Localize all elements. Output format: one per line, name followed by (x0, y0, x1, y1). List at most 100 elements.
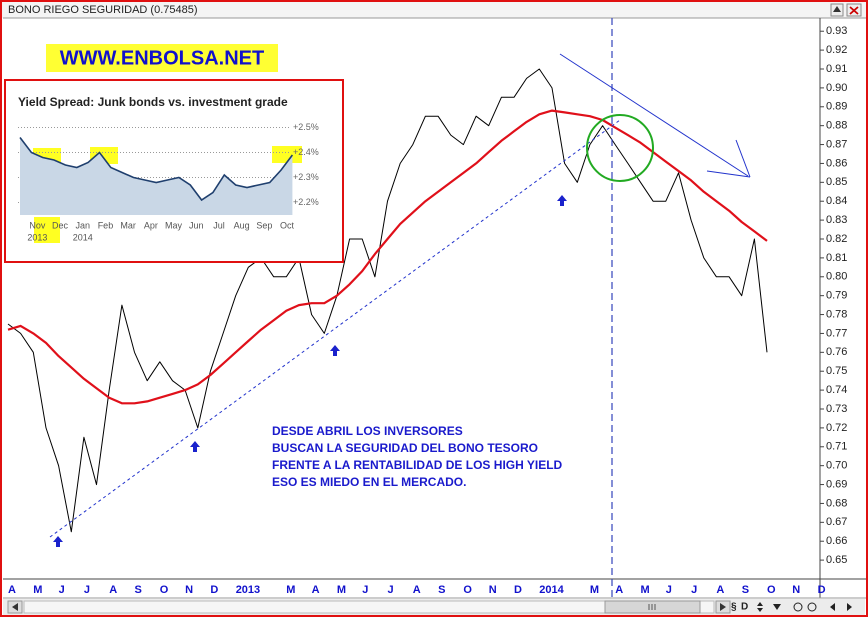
x-tick-label: O (463, 584, 472, 596)
x-tick-label: M (286, 584, 295, 596)
toolbar-icon[interactable] (773, 604, 781, 610)
down-arrow (559, 53, 749, 177)
x-tick-label: Jun (189, 220, 204, 230)
y-tick-label: 0.90 (826, 82, 847, 94)
y-tick-label: 0.65 (826, 554, 847, 566)
highlight-circle (586, 114, 654, 182)
y-tick-label: 0.86 (826, 157, 847, 169)
window-title: BONO RIEGO SEGURIDAD (0.75485) (8, 4, 198, 16)
y-tick-label: 0.70 (826, 460, 847, 472)
year-label: 2014 (73, 232, 93, 242)
y-tick-label: +2.2% (293, 197, 319, 207)
x-tick-label: Sep (256, 220, 272, 230)
scroll-right-icon (720, 603, 726, 611)
x-tick-label: Mar (120, 220, 136, 230)
highlight (34, 217, 60, 243)
x-tick-label: A (8, 584, 16, 596)
y-tick-label: 0.74 (826, 384, 847, 396)
title-bar (2, 2, 866, 18)
inset-plot: +2.5% +2.4% +2.3% +2.2% Nov Dec Jan Feb Mar Apr Ma… (18, 122, 319, 242)
x-tick-label: S (742, 584, 749, 596)
x-tick-label: Nov (29, 220, 46, 230)
y-tick-label: 0.89 (826, 101, 847, 113)
y-tick-label: 0.66 (826, 535, 847, 547)
highlight (272, 146, 302, 163)
series-line (7, 109, 768, 405)
x-tick-label: O (160, 584, 169, 596)
banner-box (46, 44, 278, 72)
series-line (7, 68, 768, 533)
x-tick-label: A (413, 584, 421, 596)
close-icon (849, 6, 859, 15)
up-icon (833, 6, 841, 12)
x-tick-label: May (165, 220, 183, 230)
y-tick-label: 0.78 (826, 308, 847, 320)
x-tick-label: Dec (52, 220, 69, 230)
y-tick-label: 0.83 (826, 214, 847, 226)
annotation-line: DESDE ABRIL LOS INVERSORES (272, 424, 463, 438)
x-tick-label: M (33, 584, 42, 596)
y-tick-label: 0.92 (826, 44, 847, 56)
annotation: DESDE ABRIL LOS INVERSORES BUSCAN LA SEGU… (272, 424, 563, 489)
scroll-track[interactable] (23, 600, 715, 614)
x-tick-label: Jan (75, 220, 90, 230)
zoom-in[interactable] (807, 602, 817, 612)
y-tick-label: 0.75 (826, 365, 847, 377)
up-arrow (557, 195, 567, 206)
x-tick-label: M (590, 584, 599, 596)
zoom-out[interactable] (793, 602, 803, 612)
x-tick-label: J (666, 584, 672, 596)
y-tick-label: 0.77 (826, 327, 847, 339)
x-tick-label: S (438, 584, 445, 596)
x-tick-label: A (615, 584, 623, 596)
y-tick-label: 0.79 (826, 290, 847, 302)
x-tick-label: N (489, 584, 497, 596)
x-tick-label: A (312, 584, 320, 596)
x-tick-label: D (210, 584, 218, 596)
x-tick-label: M (337, 584, 346, 596)
annotation-line: FRENTE A LA RENTABILIDAD DE LOS HIGH YIE… (272, 458, 563, 472)
annotation-line: ESO ES MIEDO EN EL MERCADO. (272, 475, 466, 489)
x-tick-label: N (792, 584, 800, 596)
support-arrows (53, 195, 567, 547)
y-tick-label: 0.93 (826, 25, 847, 37)
nav-icons[interactable] (830, 603, 852, 611)
annotation-line: BUSCAN LA SEGURIDAD DEL BONO TESORO (272, 441, 538, 455)
y-tick-label: 0.68 (826, 497, 847, 509)
scroll-left-icon (12, 603, 18, 611)
x-tick-label: 2013 (236, 584, 260, 596)
banner: WWW.ENBOLSA.NET (60, 47, 264, 69)
x-tick-label: J (362, 584, 368, 596)
y-tick-label: 0.88 (826, 120, 847, 132)
y-tick-label: +2.5% (293, 122, 319, 132)
y-tick-label: 0.69 (826, 478, 847, 490)
up-arrow (330, 345, 340, 356)
down-arrow-head (706, 170, 751, 178)
x-tick-label: M (641, 584, 650, 596)
x-tick-label: O (767, 584, 776, 596)
main-plot: 0.65 0.66 0.67 0.68 0.69 0.70 0.71 0.72 0.73 0.74… (7, 25, 847, 596)
series-area (20, 137, 293, 215)
toolbar-icon[interactable]: § (731, 602, 737, 613)
x-tick-label: S (135, 584, 142, 596)
y-tick-label: +2.4% (293, 147, 319, 157)
toolbar-button[interactable]: D (741, 602, 748, 613)
up-arrow (190, 441, 200, 452)
y-tick-label: 0.82 (826, 233, 847, 245)
series-line (19, 137, 294, 202)
y-tick-label: 0.80 (826, 271, 847, 283)
toolbar-icon[interactable] (757, 602, 763, 612)
y-tick-label: 0.71 (826, 441, 847, 453)
y-tick-label: 0.85 (826, 176, 847, 188)
x-tick-label: J (388, 584, 394, 596)
x-tick-label: N (185, 584, 193, 596)
x-tick-label: D (818, 584, 826, 596)
x-tick-label: Jul (213, 220, 225, 230)
year-label: 2013 (27, 232, 47, 242)
y-tick-label: 0.91 (826, 63, 847, 75)
y-tick-label: +2.3% (293, 172, 319, 182)
x-tick-label: 2014 (539, 584, 564, 596)
x-tick-label: Oct (280, 220, 295, 230)
x-tick-label: Apr (144, 220, 158, 230)
